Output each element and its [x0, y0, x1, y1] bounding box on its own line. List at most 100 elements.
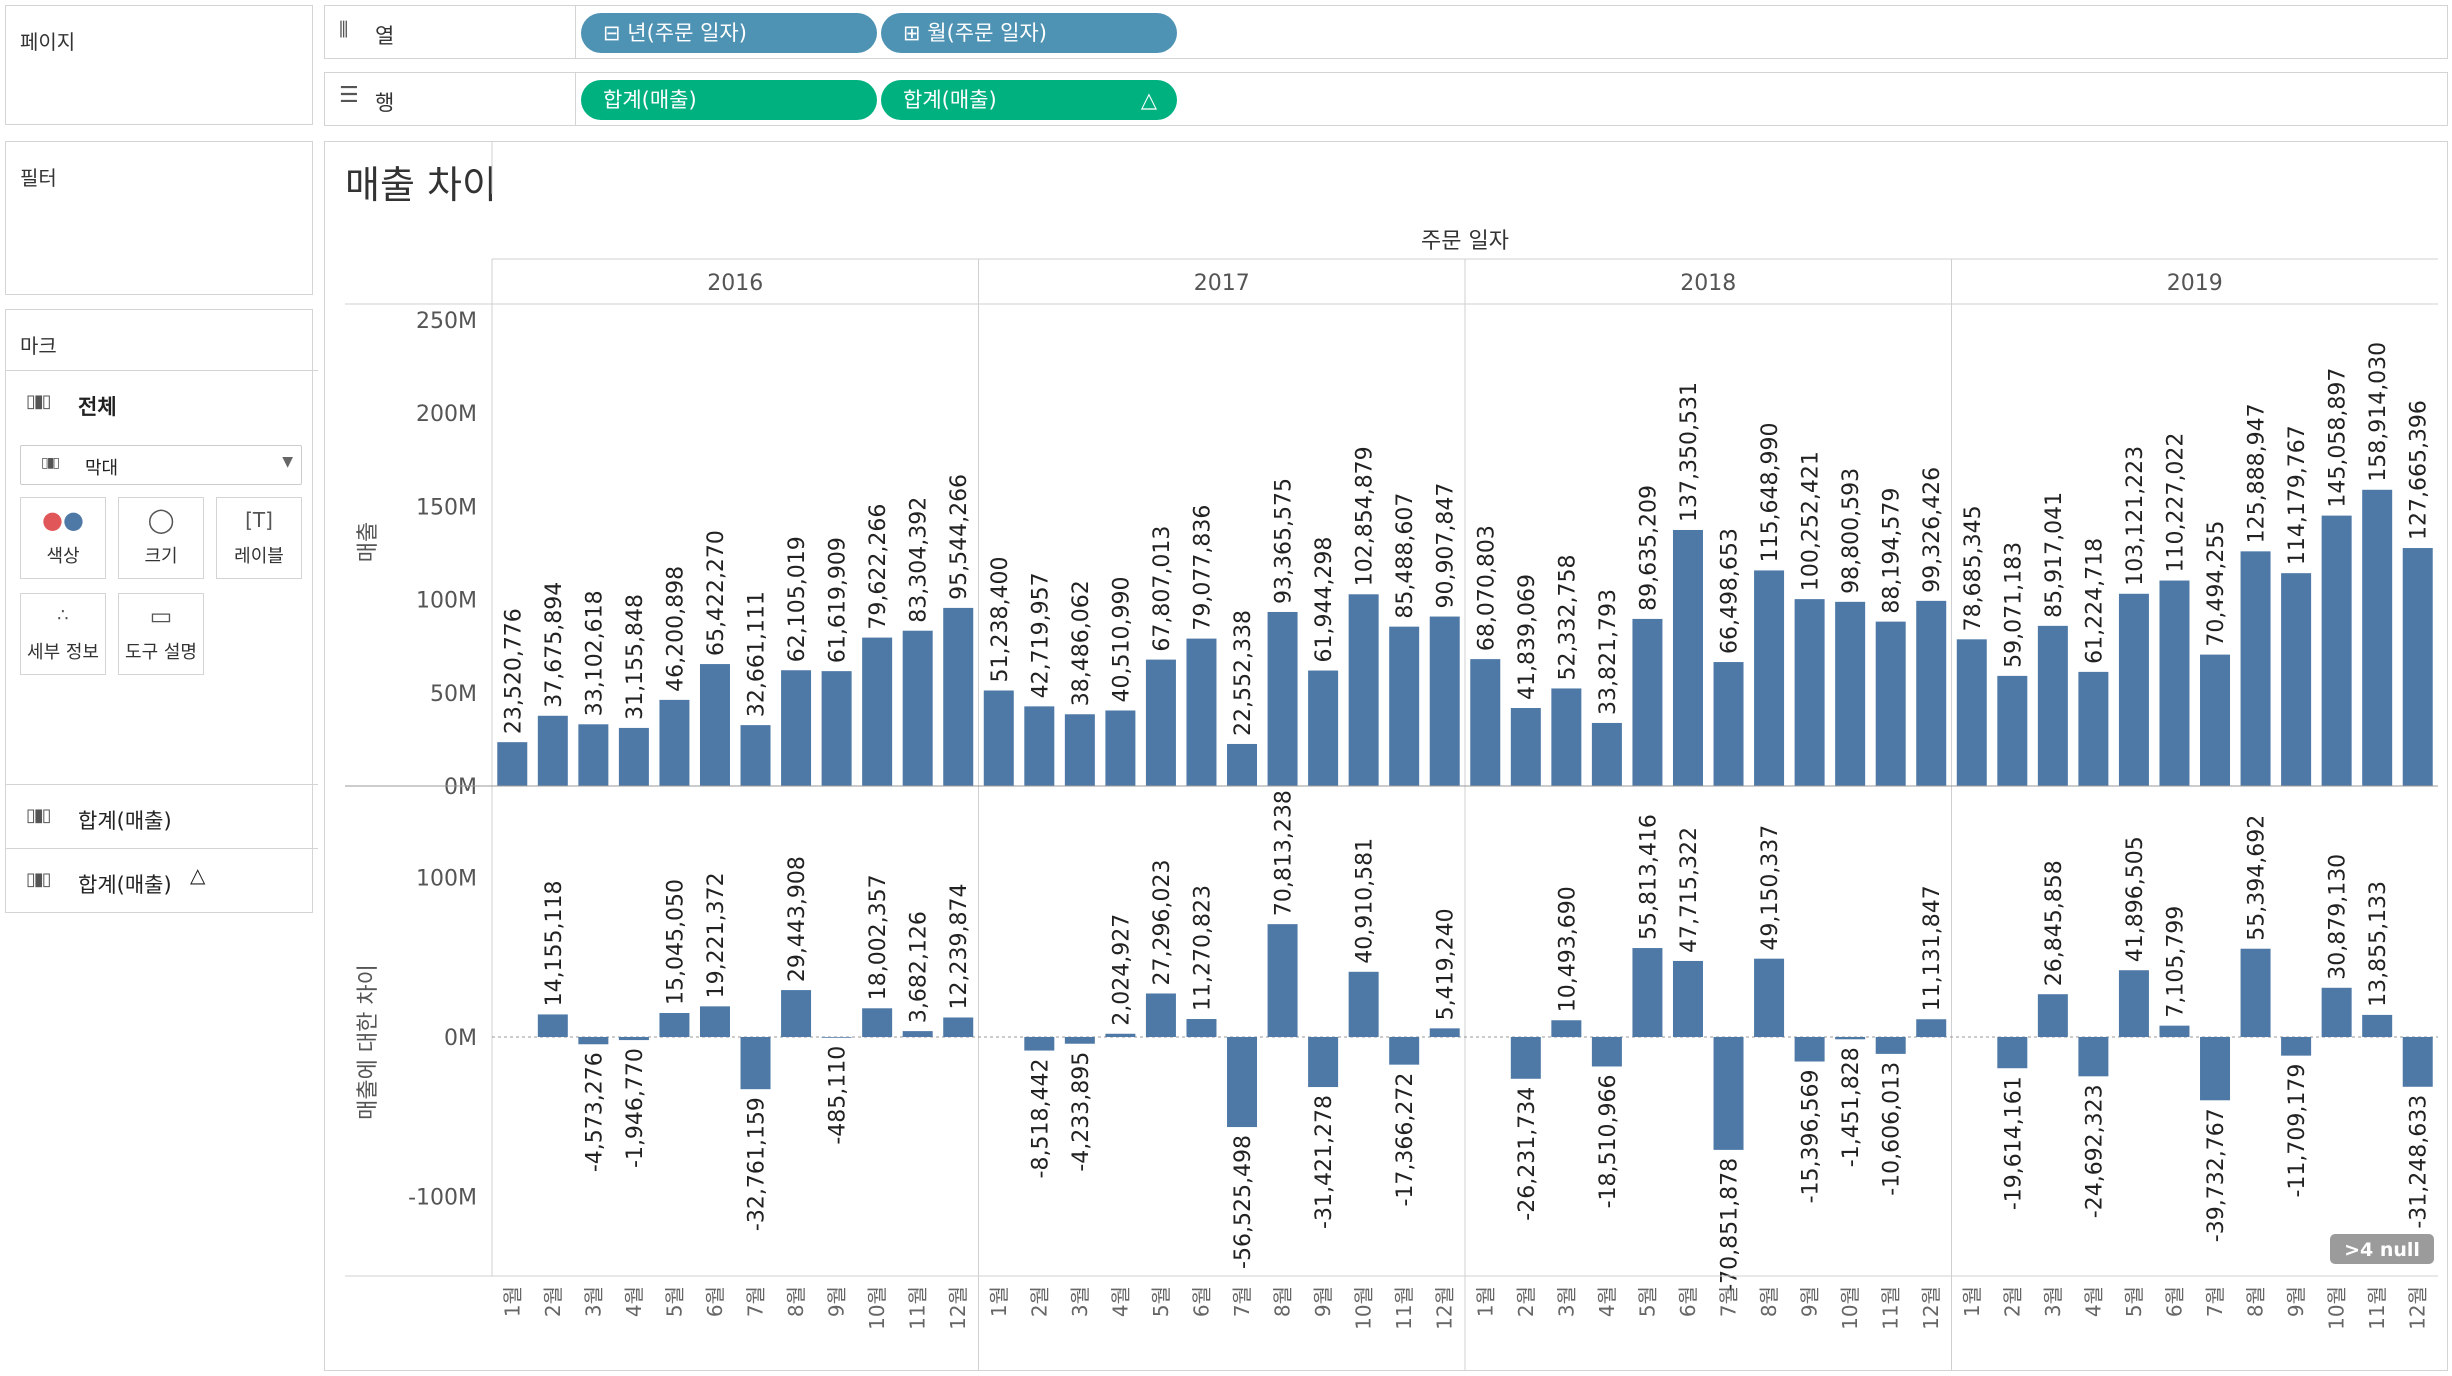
month-label: 8월	[2244, 1286, 2268, 1317]
y-tick-label-sales: 150M	[416, 495, 477, 520]
bar-label-diff: 7,105,799	[2163, 906, 2188, 1018]
bar-label-diff: -19,614,161	[2001, 1076, 2026, 1210]
bar-sales	[1835, 601, 1866, 786]
month-label: 3월	[581, 1286, 605, 1317]
bar-sales	[2402, 548, 2433, 786]
month-label: 12월	[1919, 1286, 1943, 1330]
color-button[interactable]: ●● 색상	[20, 497, 106, 579]
bar-diff	[2362, 1014, 2393, 1037]
month-label: 4월	[1595, 1286, 1619, 1317]
pages-panel[interactable]: 페이지	[5, 5, 313, 125]
month-label: 11월	[2365, 1286, 2389, 1330]
bar-sales	[1997, 675, 2028, 786]
bar-sales	[943, 607, 974, 786]
bar-chart-icon: ▯▮▯	[26, 805, 52, 826]
bar-sales	[659, 699, 690, 786]
month-label: 5월	[1635, 1286, 1659, 1317]
bar-diff	[578, 1036, 609, 1045]
bar-label-diff: -485,110	[826, 1046, 851, 1145]
bar-sales	[2281, 573, 2312, 786]
column-header-title: 주문 일자	[1421, 229, 1509, 254]
bar-label-sales: 79,077,836	[1190, 505, 1215, 631]
month-label: 6월	[1189, 1286, 1213, 1317]
bar-sales	[1308, 670, 1339, 786]
bar-label-sales: 158,914,030	[2366, 342, 2391, 482]
bar-label-diff: -70,851,878	[1718, 1158, 1743, 1292]
rows-pill-sales-diff[interactable]: 합계(매출) △	[881, 80, 1177, 120]
bar-label-sales: 88,194,579	[1880, 488, 1905, 614]
y-tick-label-sales: 200M	[416, 402, 477, 427]
month-label: 4월	[2081, 1286, 2105, 1317]
month-label: 7월	[1717, 1286, 1741, 1317]
bar-label-diff: 26,845,858	[2042, 860, 2067, 986]
mark-type-dropdown[interactable]: ▯▮▯ 막대 ▼	[20, 445, 302, 485]
bar-label-sales: 62,105,019	[785, 536, 810, 662]
bar-label-sales: 137,350,531	[1677, 382, 1702, 522]
bar-sales	[821, 671, 852, 786]
null-indicator	[2330, 1234, 2434, 1264]
bar-sales	[1754, 570, 1785, 786]
detail-button[interactable]: ∴ 세부 정보	[20, 593, 106, 675]
bar-label-diff: 47,715,322	[1677, 827, 1702, 953]
y-tick-label-sales: 250M	[416, 309, 477, 334]
rows-icon: ☰	[339, 83, 359, 108]
bar-diff	[659, 1013, 690, 1037]
month-label: 3월	[2041, 1286, 2065, 1317]
size-icon: ◯	[147, 506, 175, 534]
bar-label-diff: -1,451,828	[1839, 1047, 1864, 1167]
month-label: 9월	[1798, 1286, 1822, 1317]
size-button-label: 크기	[144, 546, 178, 567]
month-label: 12월	[1433, 1286, 1457, 1330]
bar-label-diff: 30,879,130	[2326, 854, 2351, 980]
label-button[interactable]: [T] 레이블	[216, 497, 302, 579]
bar-sales	[902, 630, 933, 786]
bar-label-sales: 78,685,345	[1961, 505, 1986, 631]
color-button-label: 색상	[46, 546, 80, 567]
month-label: 2월	[2000, 1286, 2024, 1317]
bar-label-sales: 61,619,909	[826, 537, 851, 663]
bar-sales	[1227, 743, 1258, 786]
rows-pill-sales[interactable]: 합계(매출)	[581, 80, 877, 120]
bar-label-diff: 11,131,847	[1920, 885, 1945, 1011]
bar-label-diff: 2,024,927	[1109, 914, 1134, 1026]
bar-label-diff: 55,813,416	[1636, 814, 1661, 940]
bar-label-sales: 38,486,062	[1069, 580, 1094, 706]
month-label: 4월	[1108, 1286, 1132, 1317]
bar-diff	[1754, 958, 1785, 1037]
bar-label-diff: 40,910,581	[1353, 838, 1378, 964]
month-label: 10월	[2325, 1286, 2349, 1330]
month-label: 10월	[865, 1286, 889, 1330]
month-label: 11월	[1879, 1286, 1903, 1330]
bar-sales	[1794, 599, 1825, 786]
bar-sales	[1186, 638, 1217, 786]
marks-card-measure-1[interactable]: ▯▮▯ 합계(매출)	[6, 784, 318, 848]
bar-sales	[740, 725, 771, 786]
bar-label-diff: 49,150,337	[1758, 825, 1783, 951]
size-button[interactable]: ◯ 크기	[118, 497, 204, 579]
bar-diff	[2078, 1036, 2109, 1077]
month-label: 6월	[1676, 1286, 1700, 1317]
filters-panel[interactable]: 필터	[5, 141, 313, 295]
month-label: 11월	[906, 1286, 930, 1330]
bar-sales	[2240, 551, 2271, 786]
bar-label-diff: -39,732,767	[2204, 1108, 2229, 1242]
rows-shelf: ☰ 행 합계(매출) 합계(매출) △	[324, 72, 2448, 126]
bar-label-sales: 115,648,990	[1758, 422, 1783, 562]
tooltip-button[interactable]: ▭ 도구 설명	[118, 593, 204, 675]
bar-label-diff: 18,002,357	[866, 874, 891, 1000]
columns-pill-year[interactable]: ⊟ 년(주문 일자)	[581, 13, 877, 53]
bar-sales	[1470, 659, 1501, 786]
columns-pill-month[interactable]: ⊞ 월(주문 일자)	[881, 13, 1177, 53]
bar-label-sales: 40,510,990	[1109, 577, 1134, 703]
bar-diff	[1672, 960, 1703, 1037]
marks-card-all[interactable]: ▯▮▯ 전체	[6, 370, 318, 434]
tooltip-icon: ▭	[149, 602, 173, 630]
year-header: 2016	[707, 271, 763, 296]
bar-diff	[537, 1014, 568, 1037]
bar-sales	[2321, 515, 2352, 786]
bar-diff	[740, 1036, 771, 1090]
bar-label-sales: 98,800,593	[1839, 468, 1864, 594]
bar-sales	[1429, 616, 1460, 786]
marks-card-measure-2[interactable]: ▯▮▯ 합계(매출) △	[6, 848, 318, 912]
bar-diff	[699, 1006, 730, 1037]
